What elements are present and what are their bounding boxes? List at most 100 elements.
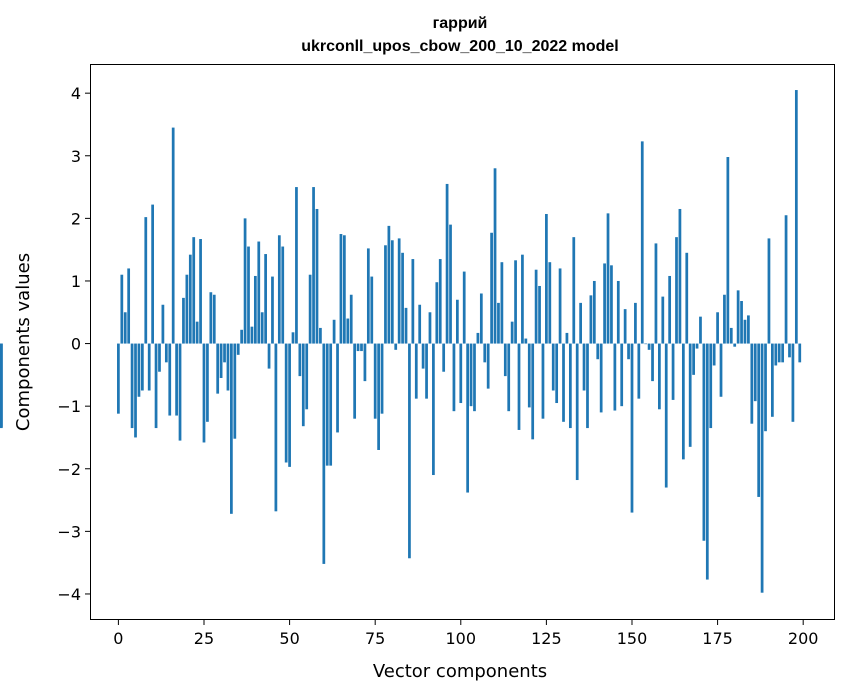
- bar-62: [329, 343, 333, 466]
- bar-37: [243, 218, 247, 344]
- bar-57: [312, 187, 315, 344]
- bar-136: [582, 343, 586, 391]
- bar-0: [117, 343, 120, 414]
- x-tick-label-125: 125: [531, 629, 562, 648]
- bar-6: [137, 343, 141, 397]
- bar-95: [442, 343, 446, 372]
- bar-133: [572, 237, 576, 344]
- bar-182: [740, 301, 743, 344]
- bar-42: [260, 312, 264, 344]
- bar-197: [791, 343, 795, 422]
- bar-134: [575, 343, 579, 481]
- bar-105: [476, 332, 480, 344]
- bar-152: [637, 343, 641, 399]
- bar-1: [120, 274, 124, 344]
- bar-73: [366, 248, 370, 344]
- bar-80: [390, 240, 394, 344]
- bar-76: [377, 343, 380, 450]
- bar-117: [517, 343, 521, 430]
- bar-144: [610, 265, 613, 344]
- bar-92: [432, 343, 435, 476]
- bar-159: [661, 296, 665, 344]
- bar-151: [634, 302, 637, 344]
- bar-180: [733, 343, 737, 347]
- bar-150: [630, 343, 634, 513]
- bar-11: [154, 343, 158, 429]
- y-axis: −4 −3 −2 −1 0 1 2 3 4: [57, 84, 91, 604]
- bar-167: [688, 343, 692, 447]
- x-tick-label-200: 200: [788, 629, 819, 648]
- bar-77: [380, 343, 384, 414]
- bar-3: [127, 268, 131, 344]
- y-tick-label-0: 0: [71, 335, 81, 354]
- bar-196: [788, 343, 791, 358]
- bar-107: [483, 343, 487, 363]
- bar-9: [147, 343, 151, 391]
- bar-94: [438, 259, 442, 344]
- bar-138: [589, 295, 593, 344]
- bar-12: [158, 343, 161, 372]
- bar-161: [668, 275, 672, 344]
- x-axis-label: Vector components: [373, 661, 547, 682]
- bar-158: [658, 343, 661, 410]
- bar-88: [418, 304, 422, 344]
- bar-198: [794, 90, 798, 344]
- bar-35: [236, 343, 240, 355]
- bar-172: [705, 343, 709, 580]
- bar-193: [777, 343, 781, 363]
- bar-98: [452, 343, 456, 412]
- chart-subtitle: ukrconll_upos_cbow_200_10_2022 model: [301, 38, 618, 55]
- bar-69: [353, 343, 357, 419]
- chart-title: гаррий: [433, 15, 488, 32]
- bar-91: [428, 312, 432, 344]
- bar-99: [455, 299, 459, 344]
- bar-83: [401, 252, 404, 344]
- bar-32: [226, 343, 230, 391]
- bar-8: [144, 217, 148, 344]
- bar-54: [301, 343, 305, 427]
- bar-174: [712, 343, 716, 366]
- bar-26: [206, 343, 209, 422]
- bar-44: [267, 343, 271, 369]
- bar-75: [373, 343, 377, 419]
- bar-55: [305, 343, 309, 410]
- bar-61: [325, 343, 329, 466]
- bar-132: [568, 343, 572, 429]
- bar-72: [363, 343, 367, 382]
- bar-10: [151, 204, 154, 344]
- bar-33: [230, 343, 233, 514]
- bars-group: [0, 90, 802, 593]
- bar-85: [408, 343, 411, 559]
- bar-199: [798, 343, 802, 363]
- bar-56: [308, 274, 312, 344]
- bar-185: [750, 343, 754, 424]
- y-tick-label--1: −1: [57, 397, 81, 416]
- bar-106: [479, 293, 483, 344]
- x-tick-label-0: 0: [113, 629, 123, 648]
- bar-22: [192, 237, 196, 344]
- bar-82: [397, 238, 401, 344]
- bar-52: [295, 187, 298, 344]
- bar-96: [445, 183, 449, 344]
- bar-116: [514, 260, 517, 344]
- bar-104: [473, 343, 476, 412]
- bar-122: [534, 269, 538, 344]
- bar-23: [195, 321, 199, 344]
- bar-47: [277, 235, 281, 344]
- bar-64: [336, 343, 339, 433]
- bar-111: [497, 302, 500, 344]
- bar-118: [521, 254, 524, 344]
- bar-129: [558, 268, 562, 344]
- bar-128: [555, 343, 559, 404]
- bar-176: [719, 343, 723, 397]
- bar-68: [349, 294, 353, 344]
- bar-137: [586, 343, 589, 429]
- bar-190: [767, 238, 771, 344]
- bar-170: [699, 316, 702, 344]
- bar-123: [538, 285, 541, 344]
- bar-115: [510, 321, 514, 344]
- bar-160: [664, 343, 668, 488]
- bar-130: [562, 343, 565, 422]
- bar-114: [507, 343, 511, 412]
- y-tick-label--4: −4: [57, 585, 81, 604]
